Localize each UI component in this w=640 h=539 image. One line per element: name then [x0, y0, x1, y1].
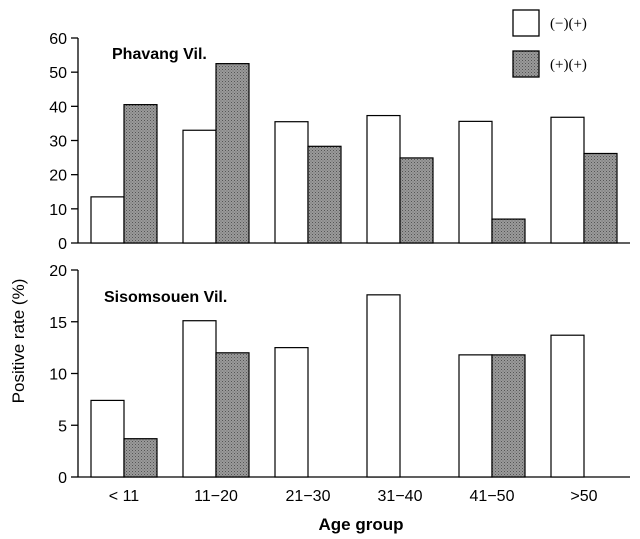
- bar-neg-pos: [274, 347, 309, 478]
- legend-label-neg-pos: (−)(+): [550, 16, 587, 32]
- bar-pos-pos: [123, 104, 158, 244]
- panel-1: 0 10 20 30 40 50 60 Phavang Vil.: [49, 31, 630, 253]
- y-tick-label: 10: [49, 367, 67, 384]
- x-tick-label: 41−50: [470, 488, 515, 505]
- x-tick-label: >50: [570, 488, 597, 505]
- bar-pos-pos: [215, 352, 250, 478]
- y-tick-label: 50: [49, 65, 67, 82]
- bar-pos-pos: [307, 145, 342, 244]
- bar-pos-pos: [123, 438, 158, 478]
- y-tick-label: 20: [49, 263, 67, 280]
- bar-neg-pos: [550, 116, 585, 244]
- y-tick-label: 0: [58, 470, 67, 487]
- bar-neg-pos: [274, 121, 309, 244]
- y-tick-label: 10: [49, 202, 67, 219]
- legend: (−)(+) (+)(+): [512, 9, 587, 78]
- bar-pos-pos: [491, 218, 526, 244]
- x-axis-title: Age group: [319, 515, 404, 534]
- bar-pos-pos: [583, 152, 618, 244]
- bar-neg-pos: [550, 334, 585, 478]
- panel-title: Phavang Vil.: [112, 46, 207, 63]
- bar-neg-pos: [90, 399, 125, 478]
- y-tick-label: 60: [49, 31, 67, 48]
- y-tick-label: 0: [58, 236, 67, 253]
- x-tick-label: 21−30: [286, 488, 331, 505]
- bar-neg-pos: [366, 294, 401, 478]
- bar-neg-pos: [458, 120, 493, 244]
- y-tick-label: 15: [49, 315, 67, 332]
- bar-pos-pos: [491, 354, 526, 478]
- bar-neg-pos: [90, 196, 125, 244]
- y-tick-label: 5: [58, 418, 67, 435]
- legend-label-pos-pos: (+)(+): [550, 57, 587, 73]
- y-tick-label: 20: [49, 168, 67, 185]
- legend-swatch-neg-pos: [512, 9, 540, 37]
- legend-swatch-pos-pos: [512, 50, 540, 78]
- bar-neg-pos: [366, 114, 401, 244]
- bar-neg-pos: [458, 354, 493, 478]
- bar-pos-pos: [215, 63, 250, 244]
- panel-title: Sisomsouen Vil.: [104, 289, 227, 306]
- y-axis-title: Positive rate (%): [9, 279, 28, 404]
- bar-neg-pos: [182, 320, 217, 478]
- x-tick-label: 31−40: [378, 488, 423, 505]
- bar-pos-pos: [399, 157, 434, 244]
- y-tick-label: 30: [49, 134, 67, 151]
- x-tick-label: 11−20: [194, 488, 238, 505]
- x-tick-label: < 11: [109, 488, 140, 505]
- bar-neg-pos: [182, 129, 217, 244]
- chart-panels: 0 10 20 30 40 50 60 Phavang Vil. 0 5 10 15 20 Sisomso…: [49, 31, 630, 505]
- y-tick-label: 40: [49, 99, 67, 116]
- panel-2: 0 5 10 15 20 Sisomsouen Vil. < 11 11−20 21−30 31−…: [49, 263, 630, 505]
